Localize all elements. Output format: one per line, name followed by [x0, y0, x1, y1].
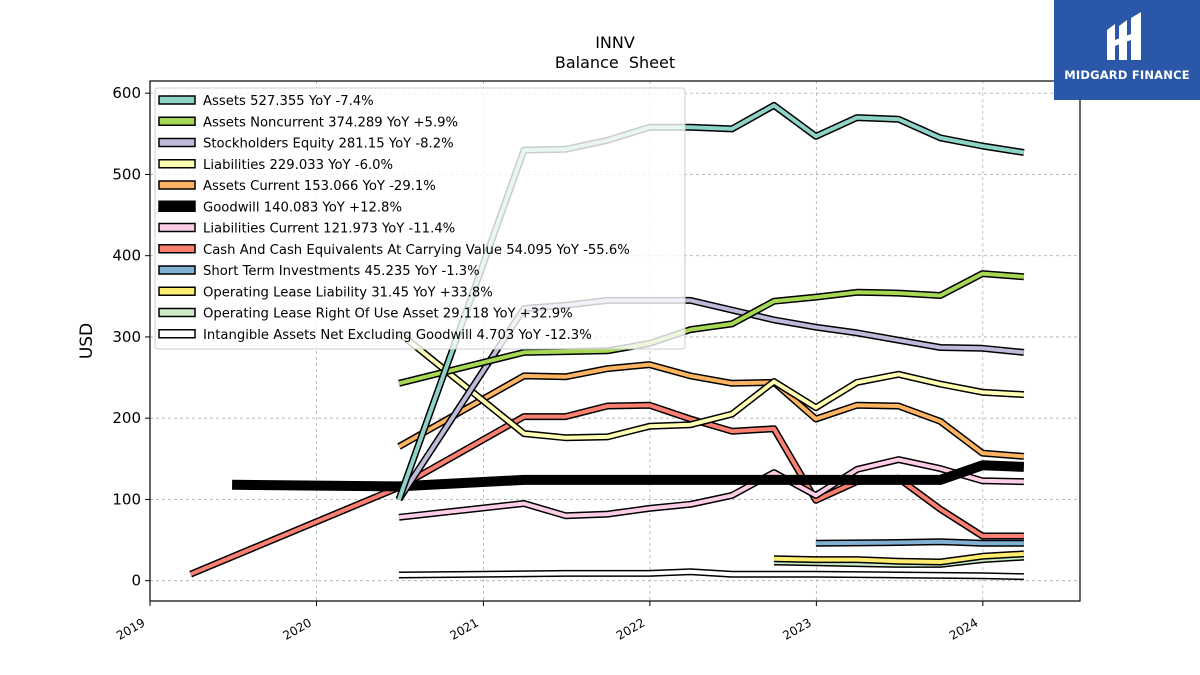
y-tick-label: 100: [112, 490, 141, 508]
legend-label: Stockholders Equity 281.15 YoY -8.2%: [203, 137, 454, 152]
series-line: [398, 569, 1024, 579]
y-axis-label: USD: [77, 323, 97, 359]
legend-label: Operating Lease Liability 31.45 YoY +33.…: [203, 285, 493, 300]
legend-swatch: [158, 95, 196, 105]
chart-subtitle: Balance Sheet: [555, 53, 675, 72]
brand-logo: MIDGARD FINANCE: [1054, 0, 1200, 100]
legend-swatch: [158, 307, 196, 318]
series-line: [398, 362, 1025, 459]
legend-label: Assets Noncurrent 374.289 YoY +5.9%: [203, 115, 458, 130]
x-tick-label: 2019: [114, 615, 147, 642]
legend-swatch: [158, 329, 196, 339]
x-tick-label: 2024: [947, 615, 980, 642]
legend-swatch: [158, 116, 196, 126]
y-tick-label: 400: [112, 247, 141, 265]
y-tick-label: 600: [112, 84, 141, 102]
series-line: [815, 539, 1024, 546]
series-line: [397, 331, 1025, 440]
legend-label: Liabilities 229.033 YoY -6.0%: [203, 158, 393, 173]
legend-swatch: [158, 180, 196, 190]
series-line: [398, 271, 1025, 386]
y-tick-label: 300: [112, 328, 141, 346]
y-tick-label: 0: [131, 572, 141, 590]
plot-frame: [149, 80, 1081, 602]
series-line: [398, 457, 1024, 520]
brand-mark-icon: [1107, 12, 1141, 60]
legend-label: Goodwill 140.083 YoY +12.8%: [203, 200, 402, 215]
legend-swatch: [158, 286, 196, 296]
x-tick-label: 2022: [614, 615, 647, 642]
legend-label: Short Term Investments 45.235 YoY -1.3%: [203, 264, 480, 279]
legend-label: Intangible Assets Net Excluding Goodwill…: [203, 328, 592, 343]
x-tick-label: 2020: [281, 615, 314, 642]
legend-label: Operating Lease Right Of Use Asset 29.11…: [203, 307, 573, 322]
legend-label: Assets 527.355 YoY -7.4%: [203, 94, 374, 109]
x-tick-label: 2023: [780, 615, 813, 642]
x-tick-label: 2021: [447, 615, 480, 642]
legend-swatch: [158, 137, 196, 148]
legend-swatch: [158, 222, 196, 233]
legend-swatch: [158, 200, 196, 212]
legend-frame: [154, 87, 686, 350]
y-tick-label: 200: [112, 409, 141, 427]
legend-swatch: [158, 265, 196, 275]
series-line: [773, 551, 1025, 564]
legend-swatch: [158, 244, 196, 254]
chart-title: INNV: [595, 33, 635, 52]
y-tick-label: 500: [112, 165, 141, 183]
series-line-outline: [232, 460, 1025, 492]
legend-swatch: [158, 159, 196, 169]
legend-label: Cash And Cash Equivalents At Carrying Va…: [203, 243, 630, 258]
chart-legend: Assets 527.355 YoY -7.4% Assets Noncurren…: [154, 87, 686, 350]
legend-label: Assets Current 153.066 YoY -29.1%: [203, 179, 436, 194]
legend-label: Liabilities Current 121.973 YoY -11.4%: [203, 222, 455, 237]
brand-text: MIDGARD FINANCE: [1064, 68, 1190, 82]
series-line: [189, 403, 1024, 577]
